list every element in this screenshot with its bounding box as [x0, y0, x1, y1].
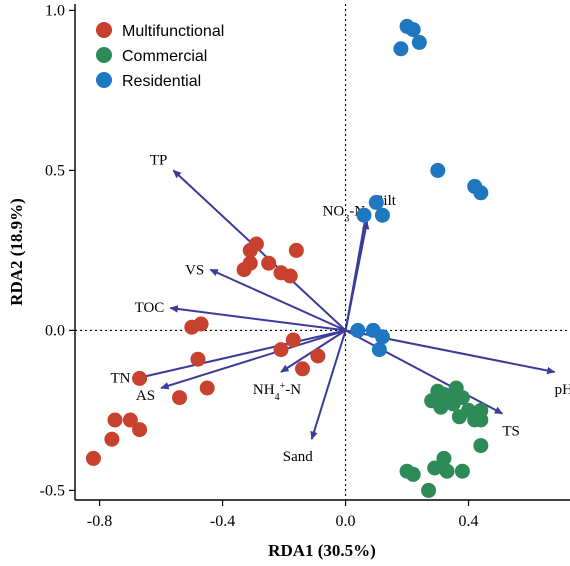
vector-vs: [209, 268, 346, 332]
point-multifunctional: [248, 236, 264, 252]
point-residential: [371, 342, 387, 358]
x-tick-label: 0.0: [336, 513, 356, 530]
point-multifunctional: [261, 255, 277, 271]
x-tick-label: -0.8: [87, 513, 112, 530]
point-residential: [430, 162, 446, 178]
point-multifunctional: [190, 351, 206, 367]
point-commercial: [451, 409, 467, 425]
point-multifunctional: [104, 431, 120, 447]
point-commercial: [473, 402, 489, 418]
point-commercial: [439, 463, 455, 479]
point-multifunctional: [295, 361, 311, 377]
y-tick-label: 0.5: [45, 162, 65, 179]
point-multifunctional: [85, 450, 101, 466]
vector-label-vs: VS: [185, 263, 204, 279]
point-multifunctional: [285, 332, 301, 348]
point-residential: [374, 207, 390, 223]
point-multifunctional: [132, 370, 148, 386]
point-multifunctional: [310, 348, 326, 364]
point-multifunctional: [193, 316, 209, 332]
legend-marker-commercial: [96, 47, 112, 63]
vector-label-tn: TN: [110, 370, 130, 386]
vector-label-sand: Sand: [283, 449, 314, 465]
vector-toc: [169, 305, 346, 332]
vector-label-as: AS: [136, 388, 155, 404]
point-commercial: [405, 466, 421, 482]
vector-tn: [135, 329, 346, 381]
point-residential: [356, 207, 372, 223]
vector-label-ts: TS: [502, 424, 520, 440]
y-tick-label: 1.0: [45, 2, 65, 19]
legend-marker-multifunctional: [96, 22, 112, 38]
plot-frame: [74, 4, 570, 501]
vector-ts: [345, 329, 504, 415]
x-axis-ticks: -0.8 -0.4 0.0 0.4: [87, 500, 479, 530]
vector-label-nh4-n: NH4+-N: [253, 381, 301, 403]
vector-label-tp: TP: [150, 152, 168, 168]
legend-label-commercial: Commercial: [122, 48, 207, 65]
y-axis-ticks: -0.5 0.0 0.5 1.0: [40, 2, 75, 499]
point-commercial: [454, 463, 470, 479]
point-commercial: [473, 438, 489, 454]
point-commercial: [427, 460, 443, 476]
legend-label-multifunctional: Multifunctional: [122, 23, 224, 40]
point-commercial: [445, 396, 461, 412]
legend: Multifunctional Commercial Residential: [96, 22, 224, 90]
point-commercial: [421, 482, 437, 498]
x-tick-label: -0.4: [210, 513, 235, 530]
point-residential: [368, 194, 384, 210]
point-residential: [374, 329, 390, 345]
legend-marker-residential: [96, 72, 112, 88]
vector-as: [160, 329, 346, 390]
point-multifunctional: [288, 242, 304, 258]
y-tick-label: 0.0: [45, 322, 65, 339]
legend-label-residential: Residential: [122, 73, 201, 90]
x-axis-title: RDA1 (30.5%): [268, 541, 376, 560]
point-multifunctional: [282, 268, 298, 284]
y-axis-title: RDA2 (18.9%): [7, 198, 26, 306]
point-multifunctional: [107, 412, 123, 428]
point-residential: [405, 22, 421, 38]
point-commercial: [436, 450, 452, 466]
point-residential: [411, 34, 427, 50]
point-multifunctional: [273, 342, 289, 358]
y-tick-label: -0.5: [40, 482, 65, 499]
vector-sand: [310, 330, 347, 440]
point-commercial: [433, 399, 449, 415]
point-multifunctional: [242, 255, 258, 271]
point-multifunctional: [132, 422, 148, 438]
vector-label-ph: pH: [555, 382, 570, 398]
point-residential: [350, 322, 366, 338]
point-residential: [393, 41, 409, 57]
point-residential: [473, 185, 489, 201]
x-tick-label: 0.4: [459, 513, 479, 530]
point-multifunctional: [122, 412, 138, 428]
vector-silt: [344, 208, 370, 331]
point-multifunctional: [199, 380, 215, 396]
vector-label-toc: TOC: [135, 300, 165, 316]
sample-points: [85, 18, 489, 498]
point-multifunctional: [172, 390, 188, 406]
